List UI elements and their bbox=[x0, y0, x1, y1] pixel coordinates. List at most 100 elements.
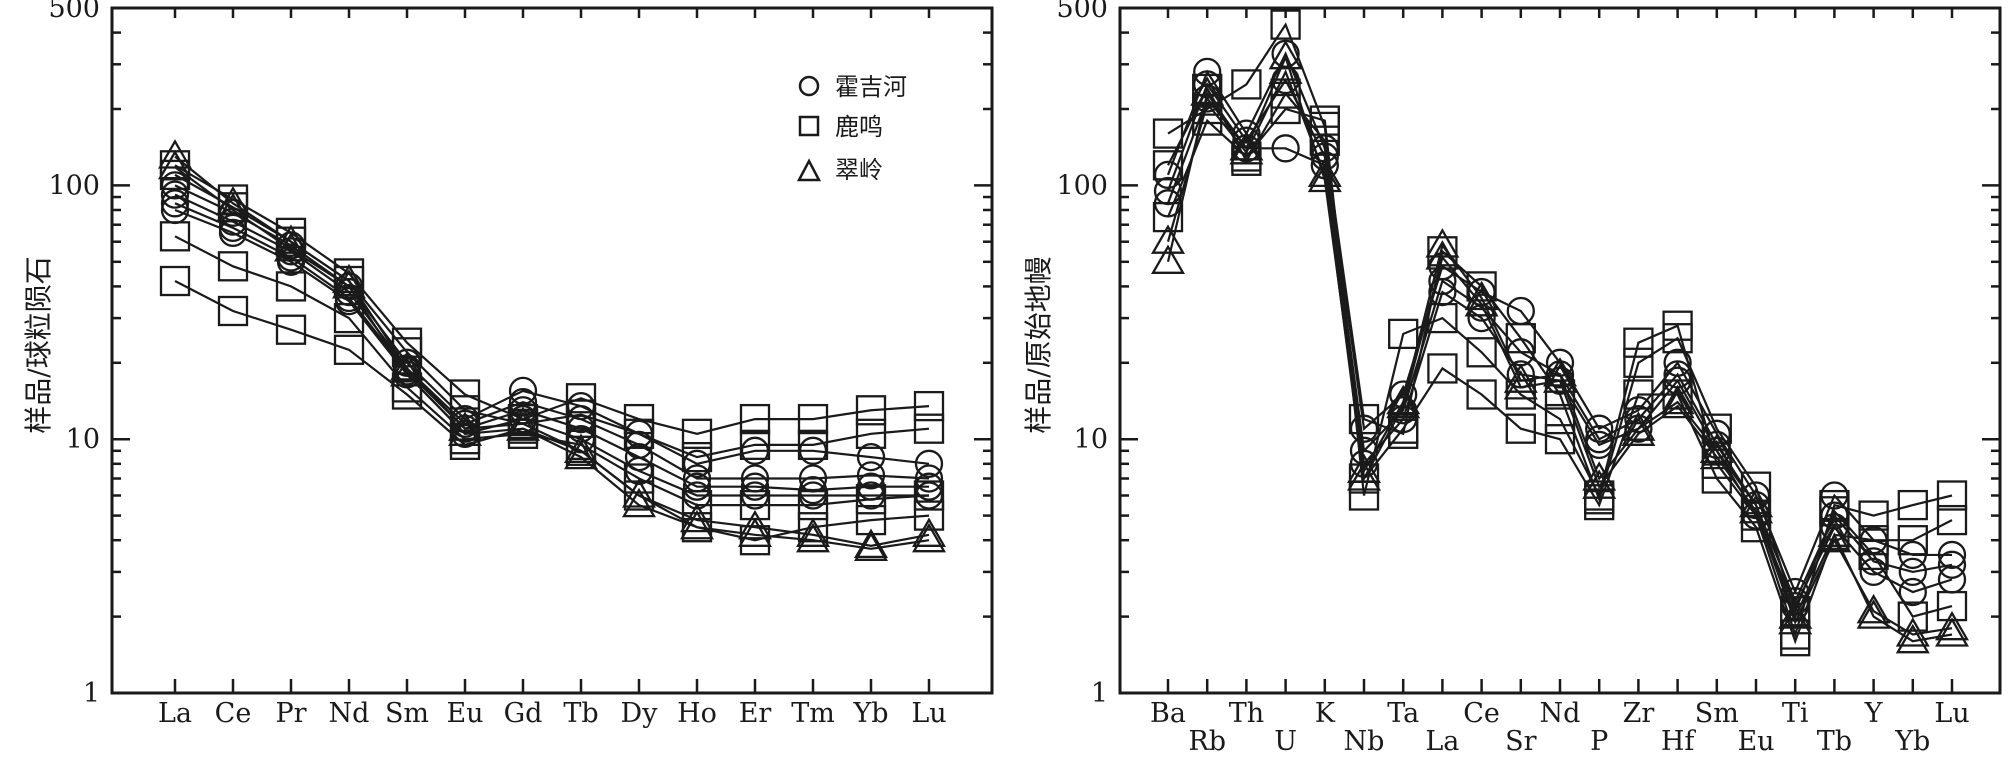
data-point-triangle bbox=[1856, 593, 1891, 624]
data-point-square bbox=[1623, 379, 1654, 410]
data-point-square bbox=[913, 480, 945, 511]
data-point-triangle bbox=[1151, 244, 1185, 274]
data-point-square bbox=[449, 379, 481, 410]
data-point-triangle bbox=[1386, 384, 1421, 415]
x-tick-label: Pr bbox=[275, 698, 306, 729]
data-point-triangle bbox=[738, 517, 772, 547]
data-point-square bbox=[1505, 413, 1536, 444]
series-line bbox=[174, 208, 929, 497]
x-tick-label: Sm bbox=[385, 698, 429, 729]
x-tick-label: U bbox=[1274, 726, 1297, 755]
x-tick-label: Sm bbox=[1695, 698, 1739, 729]
data-point-square bbox=[1348, 403, 1380, 435]
data-point-square bbox=[217, 251, 249, 282]
legend-item-square: 鹿鸣 bbox=[798, 113, 883, 141]
data-point-square bbox=[333, 302, 365, 334]
data-point-square bbox=[1466, 379, 1497, 410]
data-point-triangle bbox=[1660, 388, 1695, 419]
x-tick-label: Nd bbox=[1540, 698, 1581, 729]
x-tick-label: Ta bbox=[1387, 698, 1419, 729]
data-point-circle bbox=[856, 461, 886, 490]
data-point-triangle bbox=[506, 406, 540, 436]
data-point-triangle bbox=[796, 517, 830, 547]
data-point-circle bbox=[1271, 134, 1300, 163]
data-point-square bbox=[1780, 596, 1811, 627]
series-line bbox=[1166, 69, 1953, 636]
legend: 霍吉河 鹿鸣 翠岭 bbox=[796, 73, 907, 184]
data-point-triangle bbox=[1268, 39, 1303, 70]
x-tick-label: Ce bbox=[1463, 698, 1500, 729]
data-point-square bbox=[1936, 480, 1968, 511]
data-point-square bbox=[1388, 318, 1419, 350]
data-point-circle bbox=[1859, 557, 1888, 587]
y-tick-label: 10 bbox=[1074, 424, 1108, 455]
data-point-square bbox=[1544, 424, 1576, 455]
axes-left: 1 10 100 500 La Ce Pr Nd Sm Eu Gd Tb Dy Ho Er Tm Yb Lu bbox=[48, 0, 992, 729]
data-point-triangle bbox=[680, 509, 714, 540]
y-tick-label: 500 bbox=[48, 0, 100, 24]
data-point-triangle bbox=[1503, 370, 1538, 400]
data-point-circle bbox=[914, 464, 944, 493]
data-point-circle bbox=[1898, 577, 1927, 607]
data-point-square bbox=[1270, 78, 1301, 109]
data-point-circle bbox=[508, 376, 538, 406]
series-layer-left bbox=[158, 139, 946, 561]
x-tick-label: Nd bbox=[329, 698, 370, 729]
x-tick-label: Ho bbox=[677, 698, 717, 729]
data-point-square bbox=[1858, 539, 1889, 571]
data-point-triangle bbox=[622, 487, 656, 518]
x-tick-label: Ti bbox=[1782, 698, 1809, 729]
data-point-square bbox=[565, 383, 597, 414]
series-layer-right bbox=[1151, 9, 1969, 657]
y-tick-label: 10 bbox=[66, 424, 100, 455]
data-point-triangle bbox=[1935, 617, 1969, 647]
data-point-triangle bbox=[1778, 599, 1813, 629]
data-point-circle bbox=[740, 472, 770, 501]
data-point-square bbox=[1897, 489, 1928, 521]
plot-frame-left bbox=[110, 6, 994, 695]
x-tick-label: Lu bbox=[1934, 698, 1969, 729]
series-line bbox=[1167, 22, 1953, 639]
data-point-triangle bbox=[622, 478, 656, 508]
data-point-square bbox=[1427, 236, 1458, 267]
series-line bbox=[1166, 96, 1953, 609]
data-point-triangle bbox=[332, 269, 366, 299]
data-point-triangle bbox=[1307, 162, 1342, 193]
data-point-triangle bbox=[1229, 131, 1264, 161]
series-line bbox=[174, 166, 930, 550]
data-point-square bbox=[1152, 118, 1184, 149]
y-tick-label: 1 bbox=[1091, 678, 1108, 709]
data-point-square bbox=[739, 429, 771, 461]
x-tick-label: K bbox=[1315, 698, 1336, 729]
series-square bbox=[159, 265, 945, 556]
data-point-triangle bbox=[1307, 157, 1342, 188]
series-line bbox=[174, 193, 930, 480]
x-tick-label: Lu bbox=[911, 698, 946, 729]
x-tick-label: Gd bbox=[504, 698, 543, 729]
triangle-marker-icon bbox=[796, 158, 822, 182]
data-point-square bbox=[275, 314, 307, 345]
data-point-square bbox=[797, 429, 829, 461]
data-point-triangle bbox=[796, 522, 830, 553]
data-point-triangle bbox=[1543, 363, 1577, 393]
x-tick-label: Yb bbox=[852, 698, 888, 729]
x-tick-label: La bbox=[158, 698, 192, 729]
legend-label: 鹿鸣 bbox=[835, 113, 883, 141]
data-point-square bbox=[1662, 379, 1693, 410]
data-point-triangle bbox=[1425, 240, 1460, 270]
x-tick-label: Zr bbox=[1623, 698, 1655, 729]
series-line bbox=[1166, 54, 1953, 643]
data-point-circle bbox=[1937, 540, 1967, 570]
x-tick-label: Dy bbox=[621, 698, 659, 729]
data-point-triangle bbox=[1229, 135, 1264, 165]
data-point-triangle bbox=[680, 502, 714, 533]
data-point-triangle bbox=[216, 192, 250, 223]
data-point-circle bbox=[914, 449, 944, 478]
data-point-circle bbox=[1585, 414, 1614, 443]
data-point-triangle bbox=[1151, 224, 1185, 254]
data-point-triangle bbox=[1660, 384, 1695, 415]
data-point-square bbox=[159, 221, 191, 252]
data-point-circle bbox=[160, 180, 190, 209]
data-point-triangle bbox=[564, 433, 598, 463]
